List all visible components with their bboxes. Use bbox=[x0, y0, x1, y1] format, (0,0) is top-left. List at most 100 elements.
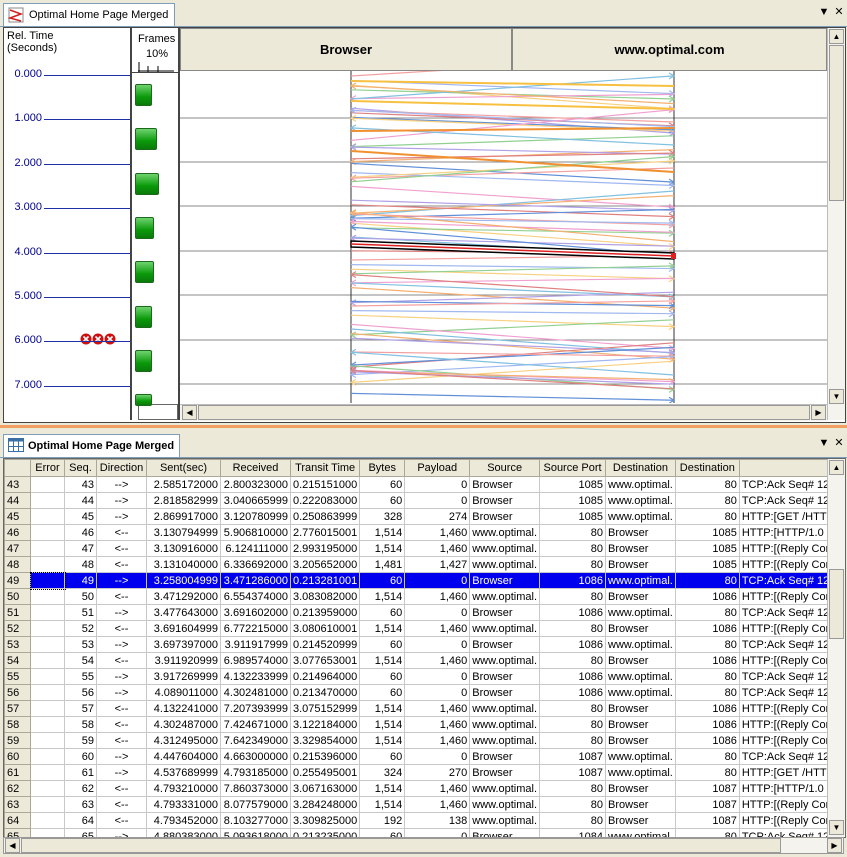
column-header[interactable]: Destination bbox=[674, 459, 740, 477]
table-row[interactable]: 59 59 <-- 4.312495000 7.642349000 3.329854000… bbox=[4, 732, 839, 749]
message-arrow[interactable] bbox=[350, 190, 675, 217]
message-arrow[interactable] bbox=[350, 328, 675, 354]
message-arrow[interactable] bbox=[350, 155, 675, 183]
column-header[interactable]: Received bbox=[220, 459, 291, 477]
table-row[interactable]: 44 44 --> 2.818582999 3.040665999 0.222083000… bbox=[4, 492, 839, 509]
message-arrow[interactable] bbox=[350, 100, 675, 110]
message-arrow[interactable] bbox=[350, 211, 675, 243]
column-header[interactable] bbox=[738, 459, 839, 477]
scroll-down-icon[interactable]: ▼ bbox=[829, 389, 844, 404]
table-row[interactable]: 46 46 <-- 3.130794999 5.906810000 2.776015001… bbox=[4, 524, 839, 541]
column-header[interactable]: Sent(sec) bbox=[146, 459, 221, 477]
message-arrow[interactable] bbox=[350, 146, 675, 155]
message-arrow[interactable] bbox=[350, 291, 675, 304]
message-arrow[interactable] bbox=[350, 152, 675, 160]
message-arrow[interactable] bbox=[350, 195, 675, 214]
column-header[interactable] bbox=[4, 459, 31, 477]
message-arrow[interactable] bbox=[350, 218, 675, 224]
table-row[interactable]: 52 52 <-- 3.691604999 6.772215000 3.080610001… bbox=[4, 620, 839, 637]
message-arrow[interactable] bbox=[350, 167, 675, 179]
message-arrow[interactable] bbox=[350, 80, 675, 87]
table-row[interactable]: 56 56 --> 4.089011000 4.302481000 0.213470000… bbox=[4, 684, 839, 701]
table-row[interactable]: 51 51 --> 3.477643000 3.691602000 0.213959000… bbox=[4, 604, 839, 621]
message-arrow[interactable] bbox=[350, 268, 675, 280]
grid-horizontal-scrollbar[interactable]: ◀ ▶ bbox=[3, 837, 844, 854]
message-arrow[interactable] bbox=[350, 264, 675, 270]
close-icon[interactable]: ✕ bbox=[834, 6, 844, 18]
column-header[interactable]: Source Port bbox=[539, 459, 607, 477]
message-arrow[interactable] bbox=[350, 204, 675, 218]
column-header[interactable]: Direction bbox=[96, 459, 147, 477]
message-arrow[interactable] bbox=[350, 222, 675, 248]
table-row[interactable]: 45 45 --> 2.869917000 3.120780999 0.250863999… bbox=[4, 508, 839, 525]
column-header-browser[interactable]: Browser bbox=[180, 28, 512, 71]
frame-bar[interactable] bbox=[135, 173, 159, 195]
scroll-left-icon[interactable]: ◀ bbox=[182, 405, 197, 420]
table-row[interactable]: 47 47 <-- 3.130916000 6.124111000 2.993195000… bbox=[4, 540, 839, 557]
table-row[interactable]: 62 62 <-- 4.793210000 7.860373000 3.067163000… bbox=[4, 780, 839, 797]
message-arrow[interactable] bbox=[350, 351, 675, 357]
message-arrow[interactable] bbox=[350, 323, 675, 349]
table-row[interactable]: 65 65 --> 4.880383000 5.093618000 0.213235000… bbox=[4, 828, 839, 837]
frame-bar[interactable] bbox=[135, 394, 152, 406]
message-arrow[interactable] bbox=[350, 208, 675, 219]
scroll-down-icon[interactable]: ▼ bbox=[829, 820, 844, 835]
table-row[interactable]: 54 54 <-- 3.911920999 6.989574000 3.077653001… bbox=[4, 652, 839, 669]
panel-splitter[interactable] bbox=[0, 425, 847, 428]
message-arrows[interactable] bbox=[180, 71, 827, 403]
message-arrow[interactable] bbox=[350, 227, 675, 234]
message-arrow[interactable] bbox=[350, 392, 675, 401]
scroll-right-icon[interactable]: ▶ bbox=[811, 405, 826, 420]
message-arrow[interactable] bbox=[350, 85, 675, 105]
tab-optimal-home-page-top[interactable]: Optimal Home Page Merged bbox=[3, 3, 176, 26]
scroll-up-icon[interactable]: ▲ bbox=[829, 460, 844, 475]
message-arrow[interactable] bbox=[350, 93, 675, 100]
message-arrow[interactable] bbox=[350, 109, 675, 141]
grid-scroll-thumb[interactable] bbox=[829, 569, 844, 639]
table-row[interactable]: 48 48 <-- 3.131040000 6.336692000 3.205652000… bbox=[4, 556, 839, 573]
table-row[interactable]: 60 60 --> 4.447604000 4.663000000 0.215396000… bbox=[4, 748, 839, 765]
frame-bar[interactable] bbox=[135, 350, 152, 372]
message-arrow[interactable] bbox=[350, 135, 675, 148]
message-arrow[interactable] bbox=[350, 277, 675, 284]
table-row[interactable]: 43 43 --> 2.585172000 2.800323000 0.215151000… bbox=[4, 476, 839, 493]
scroll-left-icon[interactable]: ◀ bbox=[5, 838, 20, 853]
table-row[interactable]: 58 58 <-- 4.302487000 7.424671000 3.122184000… bbox=[4, 716, 839, 733]
dropdown-icon[interactable]: ▼ bbox=[818, 437, 830, 449]
timeline-horizontal-scrollbar[interactable]: ◀ ▶ bbox=[180, 404, 827, 421]
dropdown-icon[interactable]: ▼ bbox=[818, 6, 830, 18]
frame-bar[interactable] bbox=[135, 84, 152, 106]
message-arrow[interactable] bbox=[350, 351, 675, 376]
table-row[interactable]: 50 50 <-- 3.471292000 6.554374000 3.083082000… bbox=[4, 588, 839, 605]
message-arrow[interactable] bbox=[350, 237, 675, 247]
scroll-up-icon[interactable]: ▲ bbox=[829, 29, 844, 44]
table-row[interactable]: 55 55 --> 3.917269999 4.132233999 0.214964000… bbox=[4, 668, 839, 685]
column-header[interactable]: Seq. bbox=[64, 459, 97, 477]
frame-bar[interactable] bbox=[135, 217, 154, 239]
message-arrow[interactable] bbox=[350, 314, 675, 328]
message-arrow[interactable] bbox=[350, 199, 675, 211]
column-header[interactable]: Destination bbox=[605, 459, 676, 477]
message-arrow[interactable] bbox=[350, 265, 675, 275]
table-row[interactable]: 49 49 --> 3.258004999 3.471286000 0.213281001… bbox=[4, 571, 839, 590]
message-arrow[interactable] bbox=[350, 185, 675, 208]
column-header[interactable]: Bytes bbox=[359, 459, 406, 477]
message-arrow[interactable] bbox=[350, 346, 675, 366]
grid-horizontal-scroll-thumb[interactable] bbox=[21, 838, 781, 853]
message-arrow[interactable] bbox=[350, 71, 674, 77]
close-icon[interactable]: ✕ bbox=[834, 437, 844, 449]
message-arrow[interactable] bbox=[350, 274, 675, 298]
message-arrow[interactable] bbox=[350, 282, 675, 298]
message-arrow[interactable] bbox=[350, 150, 675, 173]
message-arrow[interactable] bbox=[350, 75, 675, 100]
message-arrow[interactable] bbox=[350, 369, 675, 390]
column-header[interactable]: Error bbox=[30, 459, 65, 477]
message-arrow[interactable] bbox=[350, 127, 675, 132]
message-arrow[interactable] bbox=[350, 360, 675, 383]
tab-optimal-home-page-bottom[interactable]: Optimal Home Page Merged bbox=[3, 434, 181, 457]
message-arrow[interactable] bbox=[350, 310, 675, 315]
message-arrow[interactable] bbox=[350, 300, 675, 307]
horizontal-scroll-thumb[interactable] bbox=[198, 405, 810, 420]
grid-vertical-scrollbar[interactable]: ▲ ▼ bbox=[827, 459, 845, 837]
column-header[interactable]: Source bbox=[469, 459, 541, 477]
